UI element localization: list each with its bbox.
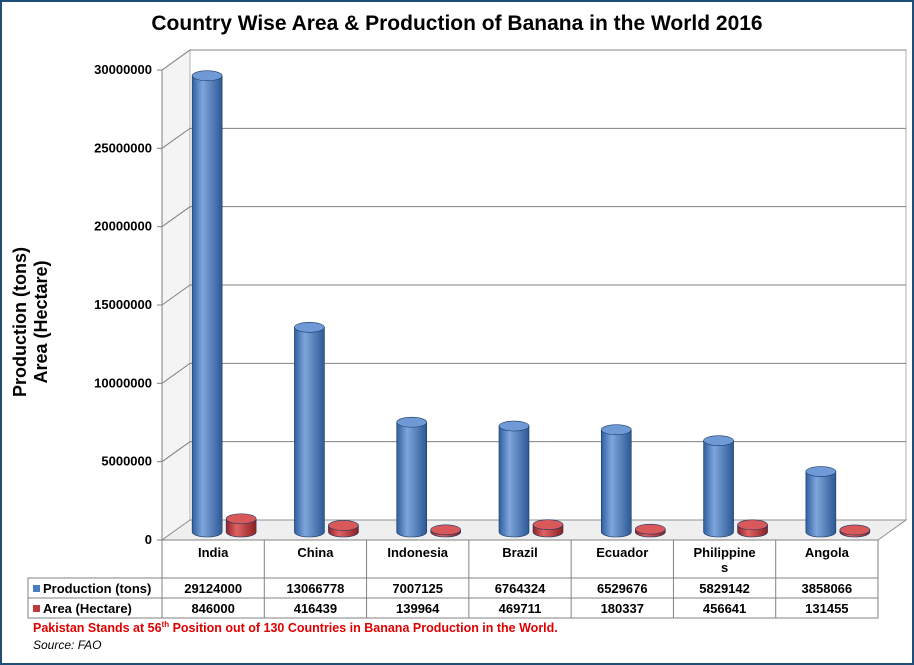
data-value: 180337 [601, 601, 644, 616]
table-header-row [161, 539, 879, 579]
bar-production-body [805, 471, 837, 538]
bar-area [532, 519, 564, 538]
bar-production-top [498, 420, 530, 432]
bar-production-body [191, 75, 223, 538]
category-label: Angola [805, 545, 850, 560]
gridline [161, 49, 906, 71]
footnote: Pakistan Stands at 56th Position out of … [33, 620, 558, 635]
y-tick-label: 0 [145, 532, 152, 547]
bar-area [634, 523, 666, 538]
bar-production-top [191, 70, 223, 82]
y-tick-label: 5000000 [101, 454, 152, 469]
source-note: Source: FAO [33, 638, 102, 652]
bar-area-top [430, 524, 462, 536]
category-label: Ecuador [596, 545, 648, 560]
category-label: s [721, 560, 728, 575]
bar-area [328, 520, 359, 538]
bar-production-body [703, 440, 734, 538]
bar-production [703, 435, 734, 538]
category-label: Brazil [502, 545, 537, 560]
data-value: 3858066 [802, 581, 853, 596]
bar-production-body [396, 421, 428, 538]
chart-title: Country Wise Area & Production of Banana… [151, 12, 763, 35]
y-tick-label: 30000000 [94, 62, 152, 77]
footnote-superscript: th [161, 620, 170, 629]
y-tick-label: 25000000 [94, 140, 152, 155]
data-value: 7007125 [392, 581, 443, 596]
data-value: 846000 [191, 601, 234, 616]
bar-area-top [839, 524, 871, 536]
category-label: India [198, 545, 229, 560]
footnote-suffix: Position out of 130 Countries in Banana … [169, 621, 558, 636]
bar-production-top [600, 424, 632, 436]
data-value: 5829142 [699, 581, 750, 596]
data-value: 29124000 [184, 581, 242, 596]
data-value: 6529676 [597, 581, 648, 596]
data-value: 6764324 [495, 581, 546, 596]
gridline [161, 362, 906, 384]
bar-production-body [600, 429, 632, 538]
bar-area [839, 524, 871, 538]
legend-label: Production (tons) [43, 581, 151, 596]
bar-production [805, 466, 837, 538]
bar-production-body [294, 326, 325, 538]
bar-area [225, 513, 257, 538]
data-value: 416439 [294, 601, 337, 616]
gridline [161, 127, 906, 149]
y-tick-label: 10000000 [94, 375, 152, 390]
bar-area-top [225, 513, 257, 525]
gridline [161, 284, 906, 306]
bar-production-top [703, 435, 734, 446]
bar-area-top [737, 519, 768, 531]
bar-production [294, 321, 325, 538]
bar-area-top [634, 523, 666, 535]
data-value: 456641 [703, 601, 746, 616]
bar-production-top [805, 466, 837, 477]
bar-area [430, 524, 462, 538]
y-tick-label: 15000000 [94, 297, 152, 312]
gridline [161, 441, 906, 463]
legend-label: Area (Hectare) [43, 601, 132, 616]
bar-production [600, 424, 632, 538]
bar-production [396, 416, 428, 538]
bar-production-top [294, 321, 325, 333]
y-tick-label: 20000000 [94, 219, 152, 234]
category-label: Philippine [694, 545, 756, 560]
bar-production-top [396, 416, 428, 428]
data-value: 469711 [499, 601, 542, 616]
bar-area [737, 519, 768, 538]
bar-area-top [532, 519, 564, 530]
data-value: 131455 [805, 601, 848, 616]
footnote-prefix: Pakistan Stands at 56 [33, 621, 162, 636]
data-value: 13066778 [287, 581, 345, 596]
gridline [161, 206, 906, 228]
bar-area-top [328, 520, 359, 531]
bar-production [498, 420, 530, 538]
legend-swatch [33, 585, 40, 592]
data-table: India China Indonesia Brazil Ecuador Philippi… [27, 539, 879, 619]
legend-swatch [33, 605, 40, 612]
category-label: Indonesia [387, 545, 448, 560]
bars-layer [191, 70, 871, 538]
category-label: China [297, 545, 334, 560]
bar-production [191, 70, 223, 538]
data-value: 139964 [396, 601, 440, 616]
bar-production-body [498, 425, 530, 538]
